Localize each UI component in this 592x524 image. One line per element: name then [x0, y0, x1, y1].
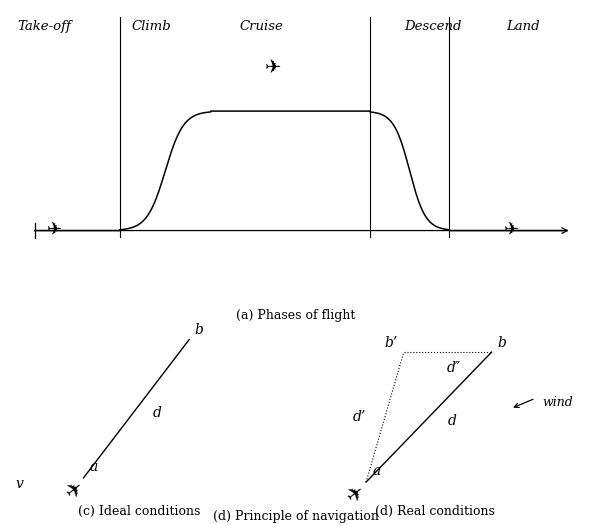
Text: Descend: Descend [404, 20, 462, 33]
Text: Climb: Climb [131, 20, 171, 33]
Text: b: b [195, 323, 204, 337]
Text: ✈: ✈ [265, 58, 281, 77]
Text: ✈: ✈ [62, 477, 88, 504]
Text: Take-off: Take-off [18, 20, 72, 33]
Text: a: a [372, 464, 381, 478]
Text: b’: b’ [384, 336, 397, 350]
Text: Cruise: Cruise [239, 20, 283, 33]
Text: (d) Principle of navigation: (d) Principle of navigation [213, 510, 379, 523]
Text: a: a [89, 460, 97, 474]
Text: v: v [15, 477, 24, 491]
Text: (a) Phases of flight: (a) Phases of flight [236, 309, 356, 322]
Text: ✈: ✈ [504, 222, 520, 239]
Text: ✈: ✈ [47, 222, 62, 239]
Text: ✈: ✈ [343, 482, 370, 508]
Text: d: d [448, 414, 456, 428]
Text: d: d [153, 406, 162, 420]
Text: d″: d″ [447, 361, 461, 375]
Text: Land: Land [506, 20, 540, 33]
Text: b: b [498, 336, 507, 350]
Text: (d) Real conditions: (d) Real conditions [375, 505, 495, 518]
Text: d’: d’ [353, 410, 366, 424]
Text: (c) Ideal conditions: (c) Ideal conditions [78, 505, 200, 518]
Text: wind: wind [542, 396, 572, 409]
